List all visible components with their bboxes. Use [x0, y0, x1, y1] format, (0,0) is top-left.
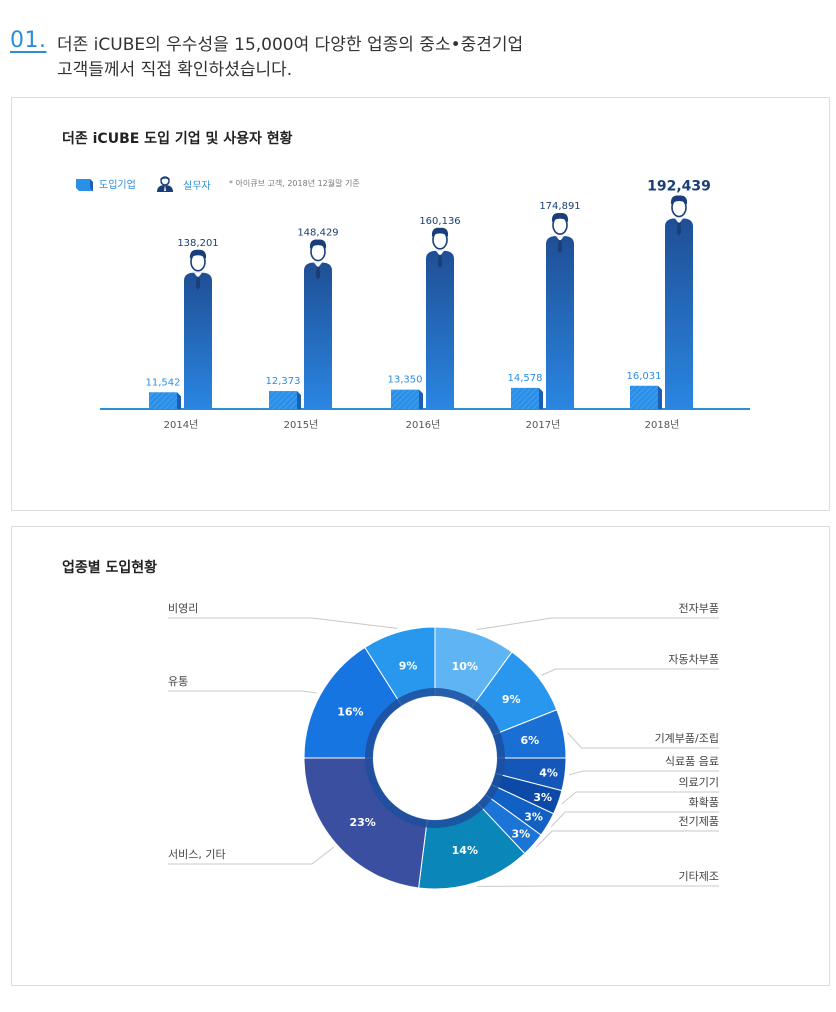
slice-percent-label: 9% [399, 659, 418, 672]
legend-user-label: 실무자 [183, 180, 211, 192]
slice-category-label: 기계부품/조립 [655, 732, 719, 745]
user-bar [546, 236, 574, 409]
company-value-label: 16,031 [627, 371, 662, 382]
section-number: 01. [10, 28, 47, 53]
user-collar [436, 250, 444, 256]
leader-line [168, 690, 317, 694]
company-bar [391, 389, 419, 409]
heading-line-2: 고객들께서 직접 확인하셨습니다. [57, 60, 293, 80]
company-bar-side [658, 385, 662, 409]
user-tie [557, 240, 563, 254]
slice-percent-label: 10% [452, 660, 478, 673]
user-tie [437, 254, 443, 268]
legend-note: * 아이큐브 고객, 2018년 12월말 기준 [229, 179, 360, 188]
slice-category-label: 전자부품 [679, 602, 719, 615]
x-tick-label: 2018년 [645, 419, 680, 431]
bar-chart: 11,542 138,201 2014년 12,373 148,429 2015년 13,3… [100, 179, 750, 431]
company-bar-side [419, 389, 423, 409]
company-value-label: 11,542 [146, 377, 181, 388]
legend-company-label: 도입기업 [99, 180, 136, 191]
company-bar-side [177, 392, 181, 409]
x-tick-label: 2014년 [164, 419, 199, 431]
slice-category-label: 식료품 음료 [665, 755, 719, 768]
slice-percent-label: 14% [452, 844, 478, 857]
user-tie [676, 222, 682, 236]
leader-line [541, 668, 719, 676]
company-legend-icon [76, 178, 93, 191]
slice-category-label: 서비스, 기타 [168, 848, 226, 861]
legend-company: 도입기업 [76, 176, 136, 191]
user-bar [184, 272, 212, 409]
slice-category-label: 자동차부품 [668, 653, 719, 666]
donut-inner-ring [365, 688, 505, 828]
slice-category-label: 전기제품 [679, 815, 719, 828]
donut-hole [375, 698, 495, 818]
x-tick-label: 2015년 [284, 419, 319, 431]
pie-chart-title: 업종별 도입현황 [62, 560, 158, 576]
donut-slice [364, 626, 436, 707]
company-bar [149, 392, 177, 409]
user-hair [670, 195, 688, 205]
user-hair [309, 239, 327, 249]
slice-percent-label: 16% [337, 706, 363, 719]
user-hair [551, 213, 569, 223]
company-value-label: 12,373 [266, 376, 301, 387]
x-tick-label: 2016년 [406, 419, 441, 431]
slice-percent-label: 3% [524, 810, 543, 823]
slice-category-label: 유통 [168, 675, 188, 688]
user-bar [665, 218, 693, 409]
slice-percent-label: 3% [533, 791, 552, 804]
person-legend-icon [157, 176, 173, 192]
leader-line [168, 846, 335, 865]
user-value-label: 160,136 [419, 216, 460, 227]
leader-line [567, 732, 719, 749]
company-value-label: 14,578 [508, 373, 543, 384]
donut-chart: 10% 전자부품 9% 자동차부품 6% 기계부품/조립 4% 식료품 음료 3% 의료기기 3% 화… [168, 602, 719, 890]
heading-line-1: 더존 iCUBE의 우수성을 15,000여 다양한 업종의 중소•중견기업 [57, 35, 524, 55]
company-bar-side [297, 391, 301, 409]
user-value-label: 192,439 [647, 179, 711, 195]
slice-percent-label: 9% [502, 693, 521, 706]
leader-line [561, 791, 719, 805]
bar-chart-title: 더존 iCUBE 도입 기업 및 사용자 현황 [62, 131, 293, 147]
user-tie [315, 266, 321, 280]
adoption-chart-panel: 더존 iCUBE 도입 기업 및 사용자 현황 도입기업 실무자 * 아이큐브 … [11, 97, 830, 511]
user-value-label: 148,429 [297, 228, 338, 239]
user-collar [194, 272, 202, 278]
slice-percent-label: 4% [539, 766, 558, 779]
company-bar [511, 387, 539, 409]
donut-slice [303, 757, 428, 889]
slice-percent-label: 6% [520, 734, 539, 747]
user-collar [675, 218, 683, 224]
legend-user: 실무자 [156, 176, 211, 192]
company-value-label: 13,350 [388, 375, 423, 386]
leader-line [550, 811, 719, 828]
user-collar [314, 262, 322, 268]
user-tie [195, 276, 201, 290]
company-bar-side [539, 387, 543, 409]
slice-category-label: 기타제조 [679, 870, 719, 883]
user-value-label: 138,201 [177, 238, 218, 249]
leader-line [168, 617, 398, 629]
leader-line [535, 830, 719, 848]
user-hair [431, 227, 449, 237]
slice-percent-label: 3% [512, 828, 531, 841]
slice-category-label: 비영리 [168, 602, 198, 615]
industry-chart-panel: 업종별 도입현황 10% 전자부품 9% 자동차부품 6% 기계부품/조립 4% 식료품 음료… [11, 526, 830, 986]
user-hair [189, 249, 207, 259]
x-tick-label: 2017년 [526, 419, 561, 431]
leader-line [568, 770, 719, 776]
leader-line [476, 617, 719, 631]
company-bar [269, 391, 297, 409]
slice-category-label: 의료기기 [679, 776, 719, 789]
slice-category-label: 화확품 [689, 796, 719, 809]
user-bar [304, 262, 332, 409]
slice-percent-label: 23% [349, 816, 375, 829]
user-collar [556, 236, 564, 242]
user-bar [426, 250, 454, 409]
user-value-label: 174,891 [539, 201, 580, 212]
company-bar [630, 385, 658, 409]
